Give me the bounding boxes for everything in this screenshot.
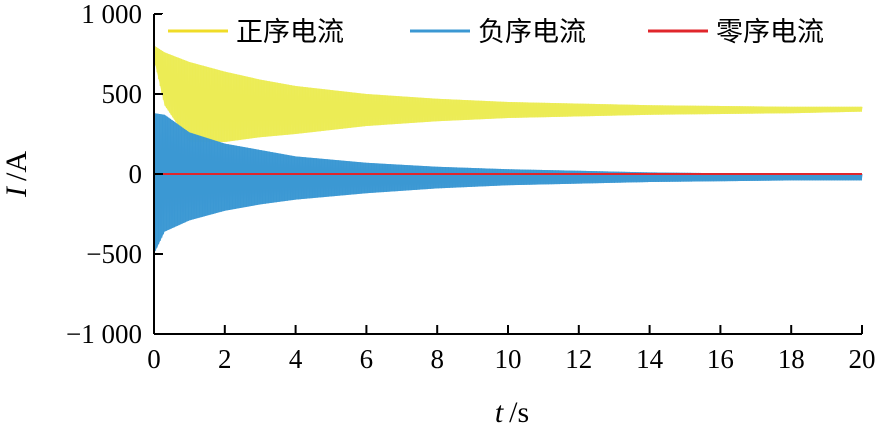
x-axis-symbol: t: [495, 396, 504, 429]
y-tick-label: −500: [86, 239, 142, 269]
series-1-envelope: [154, 113, 862, 253]
y-tick-label: 500: [102, 79, 143, 109]
y-axis-unit: /A: [0, 151, 33, 181]
x-tick-label: 18: [778, 344, 805, 374]
legend-label: 零序电流: [716, 17, 824, 48]
series-layer: [154, 45, 863, 253]
x-tick-label: 10: [495, 344, 522, 374]
x-axis-label: t/s: [495, 396, 529, 429]
legend-label: 负序电流: [478, 17, 586, 48]
x-axis-unit: /s: [509, 396, 529, 429]
legend-item: 负序电流: [404, 14, 632, 48]
legend-item: 零序电流: [642, 14, 870, 48]
x-tick-label: 8: [430, 344, 444, 374]
y-tick-label: 1 000: [81, 0, 142, 29]
x-tick-label: 6: [360, 344, 374, 374]
x-tick-label: 12: [565, 344, 592, 374]
legend-label: 正序电流: [236, 17, 344, 48]
tick-layer: 0 2 4 6 8 10 12 14 16 18 20 1 000 500 0 −500 −1 000: [66, 0, 875, 374]
x-tick-label: 4: [289, 344, 303, 374]
y-tick-label: −1 000: [66, 319, 142, 349]
y-axis-symbol: I: [0, 185, 33, 198]
series-0-envelope: [154, 46, 862, 142]
x-tick-label: 14: [636, 344, 664, 374]
y-axis-label: I/A: [0, 151, 33, 198]
x-tick-label: 16: [707, 344, 734, 374]
y-tick-label: 0: [129, 159, 143, 189]
x-tick-label: 2: [218, 344, 232, 374]
legend: 正序电流 负序电流 零序电流: [162, 14, 870, 48]
legend-item: 正序电流: [162, 14, 390, 48]
x-tick-label: 0: [147, 344, 161, 374]
x-tick-label: 20: [849, 344, 876, 374]
